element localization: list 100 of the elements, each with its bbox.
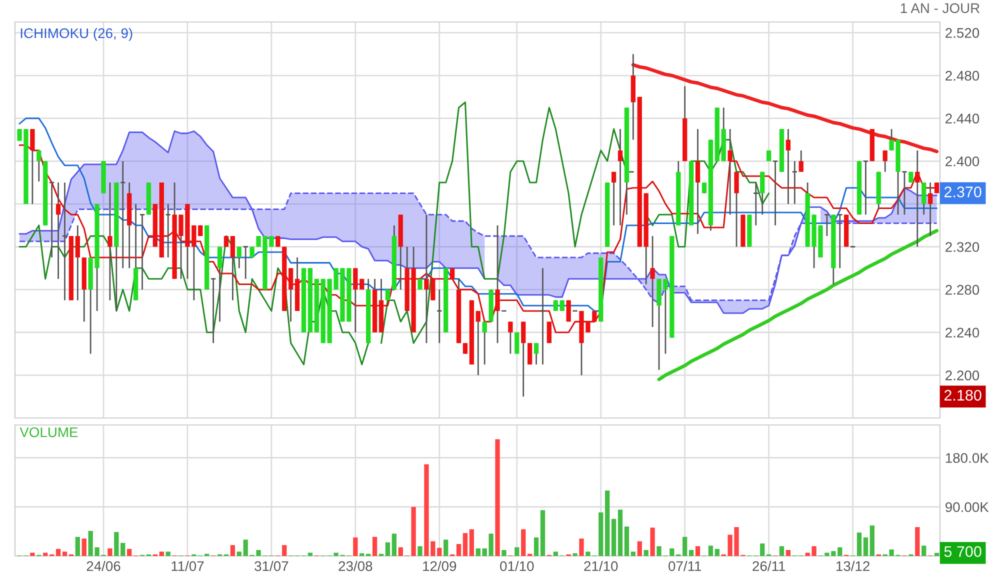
bar [708, 546, 714, 556]
bar [353, 537, 358, 556]
candlestick [792, 160, 798, 205]
bar [779, 546, 784, 556]
chart-title: VOLUME [20, 427, 78, 438]
bar [62, 552, 68, 556]
x-tick-label: 21/10 [584, 560, 618, 572]
candlestick [217, 246, 222, 322]
bar [82, 538, 86, 556]
candlestick [752, 182, 759, 226]
bar [462, 533, 468, 556]
bar [514, 547, 520, 556]
bar [502, 550, 506, 556]
bar [624, 526, 630, 556]
candlestick [546, 320, 552, 344]
candlestick [928, 182, 933, 237]
bar [915, 527, 920, 556]
bar [385, 542, 390, 556]
bar [166, 552, 170, 556]
candlestick [353, 267, 358, 334]
text: 2.370 [944, 186, 982, 198]
candlestick [288, 267, 294, 322]
candlestick [836, 214, 843, 269]
bar [863, 537, 868, 556]
candlestick [521, 320, 526, 398]
bar [56, 548, 61, 556]
y-tick-label: 2.440 [946, 114, 980, 124]
bar [934, 552, 940, 556]
candlestick [462, 342, 468, 354]
candlestick [30, 128, 35, 205]
bar [469, 529, 474, 556]
candlestick [618, 128, 623, 226]
bar [682, 536, 688, 556]
y-tick-label: 90.00K [946, 502, 989, 512]
line-series [631, 63, 939, 154]
candlestick [882, 150, 888, 173]
bar [534, 537, 539, 556]
x-tick-label: 26/11 [752, 560, 786, 572]
candlestick [242, 246, 249, 280]
candlestick [224, 235, 229, 248]
candlestick [650, 235, 655, 328]
y-tick-label: 2.520 [946, 28, 980, 38]
bar [618, 510, 623, 556]
candlestick [482, 320, 487, 366]
candlestick [385, 288, 390, 301]
bar [579, 538, 584, 556]
bar [159, 552, 164, 556]
bar [476, 548, 480, 556]
bar [922, 546, 926, 556]
candlestick [36, 150, 42, 182]
bar [650, 528, 655, 556]
bar [572, 553, 578, 556]
x-tick-label: 01/10 [500, 560, 534, 572]
bar [30, 552, 35, 556]
candlestick [540, 267, 546, 366]
candlestick [915, 150, 920, 248]
bar [605, 490, 610, 556]
bar [43, 552, 48, 556]
bar [838, 547, 842, 556]
bar [75, 536, 80, 556]
bar [630, 552, 636, 556]
x-tick-label: 31/07 [254, 560, 288, 572]
y-tick-label: 2.320 [946, 242, 980, 252]
bar [611, 518, 616, 556]
bar [495, 439, 500, 556]
bar [418, 546, 422, 556]
candlestick [772, 160, 778, 226]
bar [714, 548, 720, 556]
bar [870, 525, 874, 556]
candlestick [734, 171, 739, 248]
candlestick [901, 171, 908, 216]
bar [372, 536, 378, 556]
candlestick [786, 128, 791, 205]
y-tick-label: 2.200 [946, 370, 980, 380]
bar [108, 548, 112, 556]
x-tick-label: 23/08 [338, 560, 372, 572]
bar [127, 548, 132, 556]
candlestick [534, 342, 539, 366]
text: 5 700 [944, 546, 982, 557]
bar [114, 532, 119, 556]
candlestick [862, 160, 869, 216]
candlestick [922, 182, 926, 216]
bar [282, 545, 287, 556]
bar [695, 546, 700, 556]
candlestick [728, 128, 732, 216]
candlestick [236, 246, 242, 269]
candlestick [760, 171, 765, 216]
bar [444, 540, 448, 556]
x-tick-label: 11/07 [172, 560, 204, 572]
bar [521, 529, 526, 556]
candlestick [56, 182, 61, 280]
candlestick [476, 310, 480, 376]
x-tick-label: 07/11 [668, 560, 702, 572]
text: 2.180 [944, 390, 982, 401]
candlestick [48, 182, 55, 258]
candlestick [108, 182, 112, 301]
candlestick [611, 171, 616, 226]
bar [540, 510, 546, 556]
bar [398, 547, 403, 556]
y-tick-label: 180.0K [946, 453, 989, 463]
